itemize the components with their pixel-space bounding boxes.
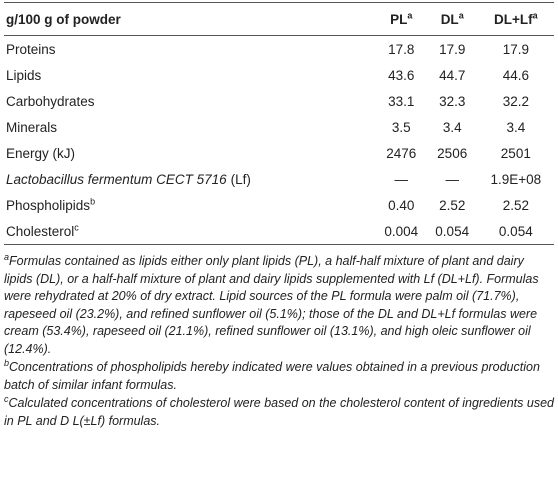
footnote-text: Calculated concentrations of cholesterol… xyxy=(4,396,554,428)
footnote-mark: a xyxy=(407,10,413,20)
table-cell: 32.2 xyxy=(502,93,529,109)
footnote-text: Formulas contained as lipids either only… xyxy=(4,254,539,356)
header-text: DL+Lf xyxy=(494,11,533,27)
table-cell: 0.40 xyxy=(388,197,415,213)
header-cell: DL+Lfa xyxy=(477,2,554,36)
footnote-mark: c xyxy=(74,222,79,232)
footnote: aFormulas contained as lipids either onl… xyxy=(4,251,554,358)
row-label-text: Carbohydrates xyxy=(6,93,95,109)
table-cell: 17.9 xyxy=(439,41,466,57)
header-row: g/100 g of powder PLa DLa DL+Lfa xyxy=(4,2,554,36)
row-label: Cholesterolc xyxy=(4,218,376,245)
row-label: Proteins xyxy=(4,36,376,63)
table-row: Carbohydrates 33.1 32.3 32.2 xyxy=(4,88,554,114)
table-row: Cholesterolc 0.004 0.054 0.054 xyxy=(4,218,554,245)
footnote: bConcentrations of phospholipids hereby … xyxy=(4,357,554,394)
table-cell: 0.004 xyxy=(384,223,419,239)
row-label-text: Energy (kJ) xyxy=(6,145,76,161)
header-text: g/100 g of powder xyxy=(6,11,121,27)
header-cell: DLa xyxy=(426,2,478,36)
table-figure: g/100 g of powder PLa DLa DL+Lfa Proteins 17… xyxy=(0,2,558,430)
table-cell: 3.4 xyxy=(442,119,462,135)
table-cell: 2476 xyxy=(386,145,417,161)
footnote-mark: a xyxy=(532,10,538,20)
table-row: Lactobacillus fermentum CECT 5716 (Lf) — — 1… xyxy=(4,166,554,192)
row-label-text: Phospholipids xyxy=(6,197,91,213)
data-table: g/100 g of powder PLa DLa DL+Lfa Proteins 17… xyxy=(4,2,554,245)
table-row: Energy (kJ) 2476 2506 2501 xyxy=(4,140,554,166)
table-cell: 0.054 xyxy=(498,223,533,239)
table-cell: 44.7 xyxy=(439,67,466,83)
footnote-mark: b xyxy=(90,196,96,206)
table-cell: 43.6 xyxy=(388,67,415,83)
footnote-mark: a xyxy=(458,10,464,20)
table-cell: 32.3 xyxy=(439,93,466,109)
footnote-text: Concentrations of phospholipids hereby i… xyxy=(4,360,540,392)
table-cell: — xyxy=(445,171,459,187)
footnote-mark: c xyxy=(4,393,9,404)
row-label-text: Minerals xyxy=(6,119,58,135)
table-cell: 2.52 xyxy=(502,197,529,213)
row-label: Lipids xyxy=(4,62,376,88)
footnotes: aFormulas contained as lipids either onl… xyxy=(4,251,554,430)
table-cell: 2506 xyxy=(437,145,468,161)
footnote-mark: a xyxy=(4,251,10,262)
table-body: Proteins 17.8 17.9 17.9 Lipids 43.6 44.7 44.6 Ca… xyxy=(4,36,554,245)
footnote-mark: b xyxy=(4,357,10,368)
table-cell: 3.4 xyxy=(506,119,526,135)
footnote: cCalculated concentrations of cholestero… xyxy=(4,393,554,430)
table-cell: 0.054 xyxy=(435,223,470,239)
table-cell: 2.52 xyxy=(439,197,466,213)
row-label: Lactobacillus fermentum CECT 5716 (Lf) xyxy=(4,166,376,192)
row-label: Energy (kJ) xyxy=(4,140,376,166)
table-cell: 33.1 xyxy=(388,93,415,109)
row-label-text: Lipids xyxy=(6,67,42,83)
header-cell: g/100 g of powder xyxy=(4,2,376,36)
table-cell: — xyxy=(394,171,409,187)
row-label-text: Cholesterol xyxy=(6,223,75,239)
row-label: Carbohydrates xyxy=(4,88,376,114)
table-cell: 2501 xyxy=(500,145,531,161)
table-cell: 44.6 xyxy=(502,67,529,83)
table-cell: 17.8 xyxy=(388,41,415,57)
row-label: Phospholipidsb xyxy=(4,192,376,218)
header-cell: PLa xyxy=(375,2,427,36)
header-text: DL xyxy=(440,11,459,27)
row-label-text: Proteins xyxy=(6,41,56,57)
table-row: Phospholipidsb 0.40 2.52 2.52 xyxy=(4,192,554,218)
header-text: PL xyxy=(390,11,408,27)
table-cell: 1.9E+08 xyxy=(490,171,542,187)
table-row: Lipids 43.6 44.7 44.6 xyxy=(4,62,554,88)
table-row: Proteins 17.8 17.9 17.9 xyxy=(4,36,554,63)
row-label-suffix: (Lf) xyxy=(230,171,251,187)
row-label-text: Lactobacillus fermentum CECT 5716 xyxy=(6,171,227,187)
row-label: Minerals xyxy=(4,114,376,140)
table-cell: 3.5 xyxy=(391,119,411,135)
table-row: Minerals 3.5 3.4 3.4 xyxy=(4,114,554,140)
table-cell: 17.9 xyxy=(502,41,529,57)
